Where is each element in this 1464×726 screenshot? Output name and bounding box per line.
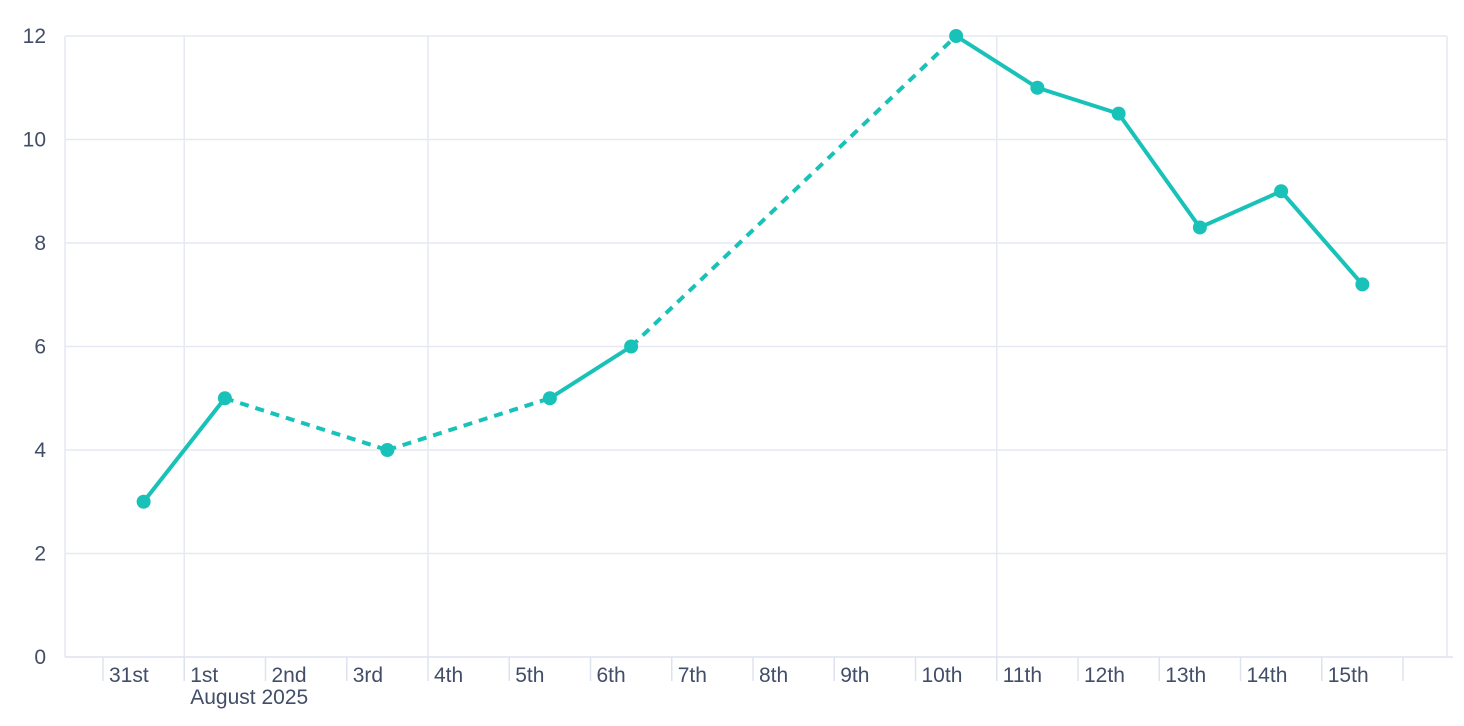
x-axis-label: 14th [1247, 664, 1288, 687]
series-line-segment [954, 34, 1040, 90]
series-line-segment [1116, 111, 1202, 230]
series-line-segment [141, 396, 227, 504]
data-point-marker[interactable] [542, 391, 557, 406]
series-line-segment [1035, 85, 1121, 116]
x-axis-label: 5th [515, 664, 544, 687]
x-axis-label: 4th [434, 664, 463, 687]
series-line-segment [547, 344, 634, 401]
y-axis-label: 8 [34, 232, 46, 255]
data-point-marker[interactable] [136, 494, 151, 509]
x-axis-label: 15th [1328, 664, 1369, 687]
series-gap-bridge-dashed [386, 396, 551, 452]
x-axis-month-label: August 2025 [190, 686, 308, 709]
y-axis-label: 0 [34, 646, 46, 669]
series-gap-bridge-dashed [224, 396, 388, 452]
x-axis-label: 6th [597, 664, 626, 687]
y-axis-label: 2 [34, 543, 46, 566]
y-axis-label: 12 [23, 25, 46, 48]
series-gap-bridge-dashed [629, 34, 958, 348]
x-axis-label: 13th [1165, 664, 1206, 687]
x-axis-label: 2nd [272, 664, 307, 687]
data-point-marker[interactable] [1355, 277, 1370, 292]
data-point-marker[interactable] [380, 443, 395, 457]
y-axis-label: 10 [23, 129, 46, 152]
x-axis-label: 11th [1003, 664, 1042, 687]
x-axis-label: 3rd [353, 664, 383, 687]
data-point-marker[interactable] [1192, 220, 1207, 235]
series-line-segment [1279, 189, 1365, 287]
x-axis-label: 8th [759, 664, 788, 687]
y-axis-label: 6 [34, 336, 46, 359]
series-line-segment [1197, 189, 1284, 230]
x-axis-label: 31st [109, 664, 149, 687]
data-point-marker[interactable] [1111, 106, 1126, 121]
x-axis-label: 9th [840, 664, 869, 687]
data-point-marker[interactable] [1274, 184, 1289, 199]
x-axis-label: 1st [190, 664, 218, 687]
data-point-marker[interactable] [1030, 80, 1045, 95]
x-axis-label: 10th [922, 664, 963, 687]
y-axis-label: 4 [34, 439, 46, 462]
x-axis-label: 12th [1084, 664, 1125, 687]
data-point-marker[interactable] [949, 29, 964, 43]
data-point-marker[interactable] [217, 391, 232, 406]
data-point-marker[interactable] [624, 339, 639, 354]
x-axis-label: 7th [678, 664, 707, 687]
